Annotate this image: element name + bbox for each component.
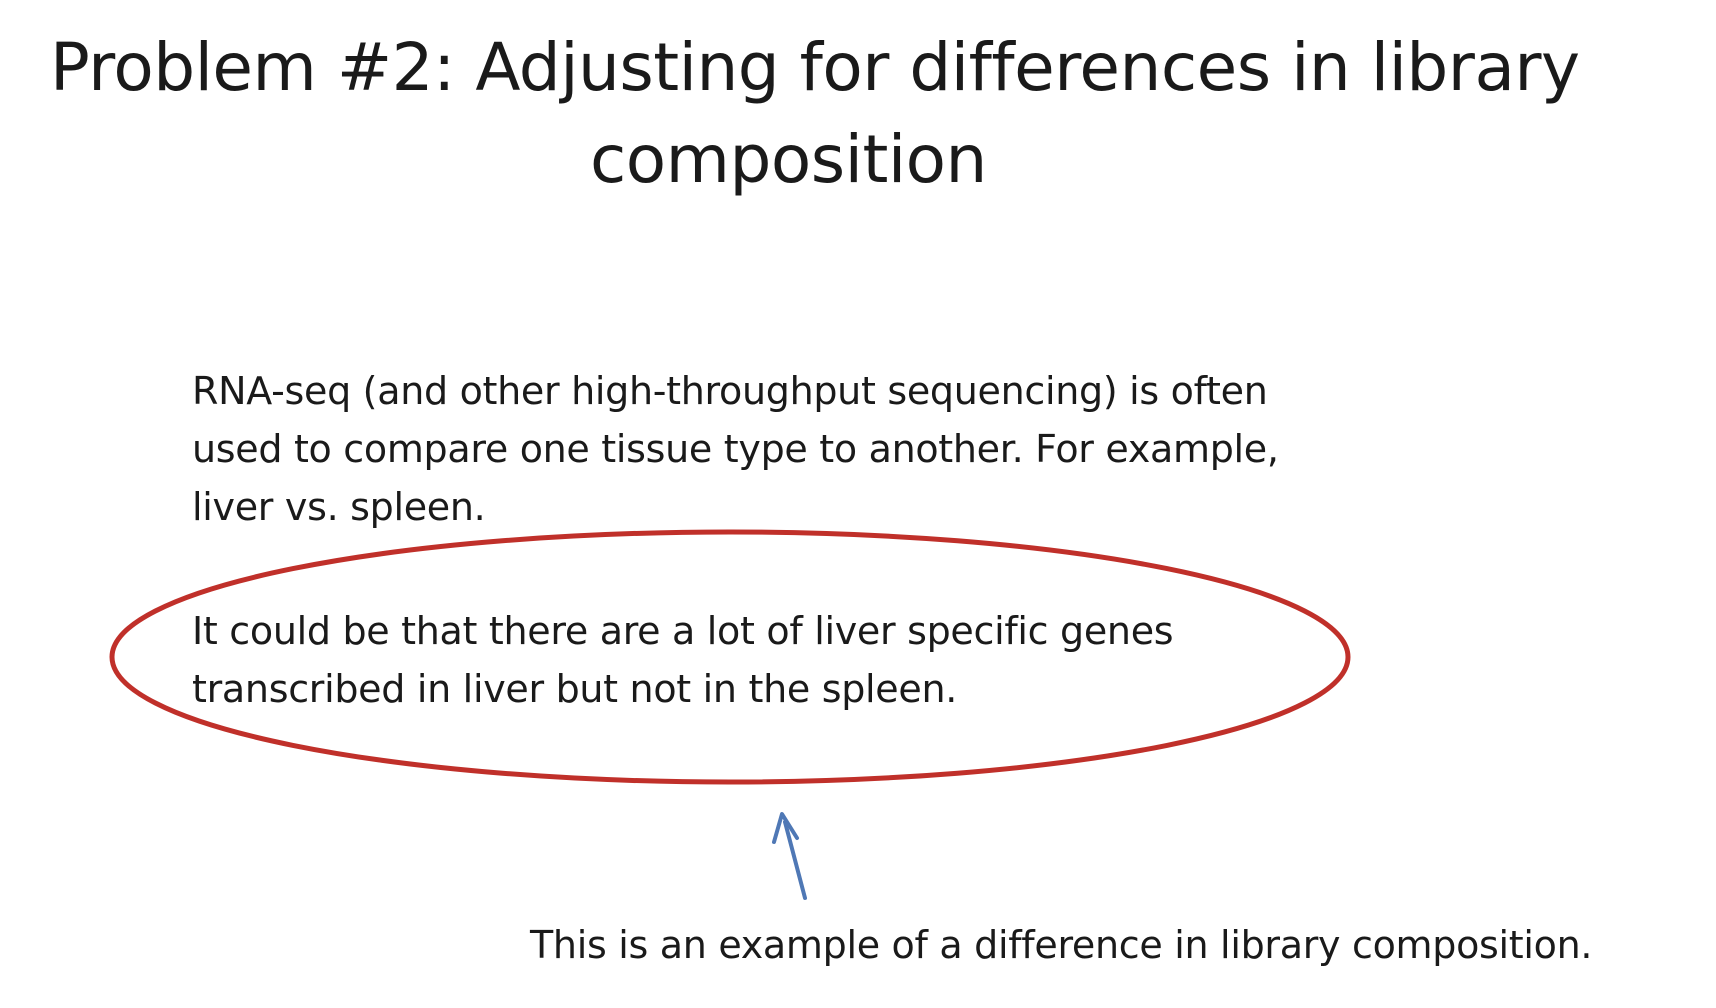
paragraph-highlighted-line: transcribed in liver but not in the sple… — [192, 667, 958, 711]
caption: This is an example of a difference in li… — [530, 923, 1593, 967]
slide-title-line-1: Problem #2: Adjusting for differences in… — [50, 29, 1580, 106]
paragraph-intro-line: used to compare one tissue type to anoth… — [192, 427, 1279, 471]
paragraph-highlighted-line: It could be that there are a lot of live… — [192, 609, 1174, 653]
pointer-arrow-icon — [772, 812, 807, 900]
slide-title: Problem #2: Adjusting for differences in… — [30, 22, 1580, 198]
slide-title-line-2: composition — [590, 121, 987, 198]
paragraph-intro: RNA-seq (and other high-throughput seque… — [192, 362, 1279, 536]
paragraph-intro-line: RNA-seq (and other high-throughput seque… — [192, 369, 1268, 413]
paragraph-highlighted: It could be that there are a lot of live… — [192, 602, 1174, 718]
paragraph-intro-line: liver vs. spleen. — [192, 485, 486, 529]
